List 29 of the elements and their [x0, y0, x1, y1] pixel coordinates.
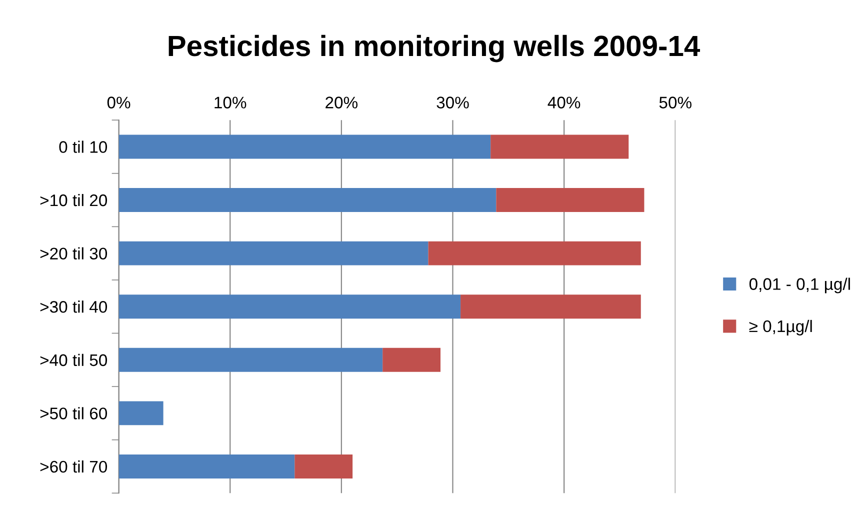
bar: [118, 241, 428, 266]
x-tick-label: 40%: [548, 96, 580, 108]
y-tick-label: >30 til 40: [40, 300, 108, 313]
bar: [118, 454, 295, 478]
bar: [382, 348, 440, 372]
bar: [490, 134, 629, 159]
y-tick-label: >20 til 30: [40, 247, 108, 260]
x-tick-label: 20%: [326, 96, 358, 108]
x-tick-label: 30%: [436, 96, 469, 108]
y-tick-label: 0 til 10: [59, 140, 108, 153]
legend-label: 0,01 - 0,1 µg/l: [749, 278, 850, 294]
bar: [460, 294, 641, 319]
bar: [118, 134, 491, 159]
bar: [118, 401, 164, 426]
bar: [496, 188, 644, 212]
y-tick-label: >40 til 50: [40, 354, 108, 366]
bar: [118, 294, 461, 319]
bar: [118, 188, 496, 212]
bar: [118, 348, 383, 372]
x-tick-label: 50%: [659, 96, 692, 108]
chart-title: Pesticides in monitoring wells 2009-14: [168, 34, 700, 62]
y-tick-label: >50 til 60: [40, 407, 108, 420]
x-tick-label: 10%: [214, 96, 246, 108]
y-tick-label: >10 til 20: [40, 194, 108, 206]
y-tick-label: >60 til 70: [40, 460, 108, 473]
bar: [294, 454, 353, 478]
legend-label: ≥ 0,1µg/l: [749, 320, 812, 336]
bar: [428, 241, 641, 266]
x-tick-label: 0%: [107, 96, 130, 108]
